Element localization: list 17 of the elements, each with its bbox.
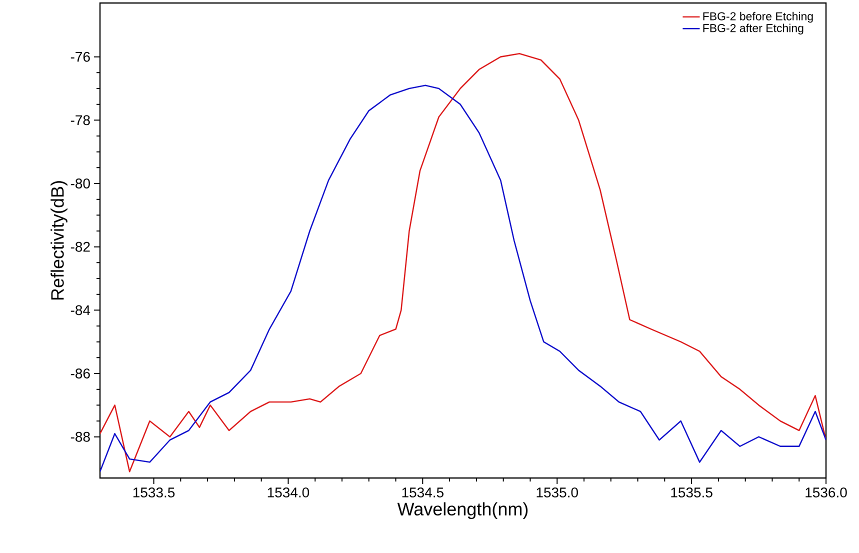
legend-label: FBG-2 before Etching (703, 12, 813, 23)
y-tick-label: -86 (70, 368, 90, 378)
y-tick-label: -88 (70, 432, 90, 442)
y-axis-title: Reflectivity(dB) (50, 181, 68, 300)
y-tick-label: -82 (70, 242, 90, 252)
y-tick-label: -80 (70, 178, 90, 188)
x-tick-label: 1534.5 (402, 488, 444, 498)
x-tick-label: 1536.0 (806, 488, 847, 498)
x-axis-title: Wavelength(nm) (397, 502, 528, 520)
legend-label: FBG-2 after Etching (703, 24, 804, 34)
y-tick-label: -76 (70, 52, 90, 62)
x-tick-label: 1535.5 (671, 488, 712, 498)
y-tick-label: -84 (70, 305, 90, 316)
x-tick-label: 1535.0 (536, 488, 578, 498)
y-tick-label: -78 (70, 115, 90, 126)
x-tick-label: 1533.5 (133, 488, 175, 498)
x-tick-label: 1534.0 (268, 488, 310, 498)
